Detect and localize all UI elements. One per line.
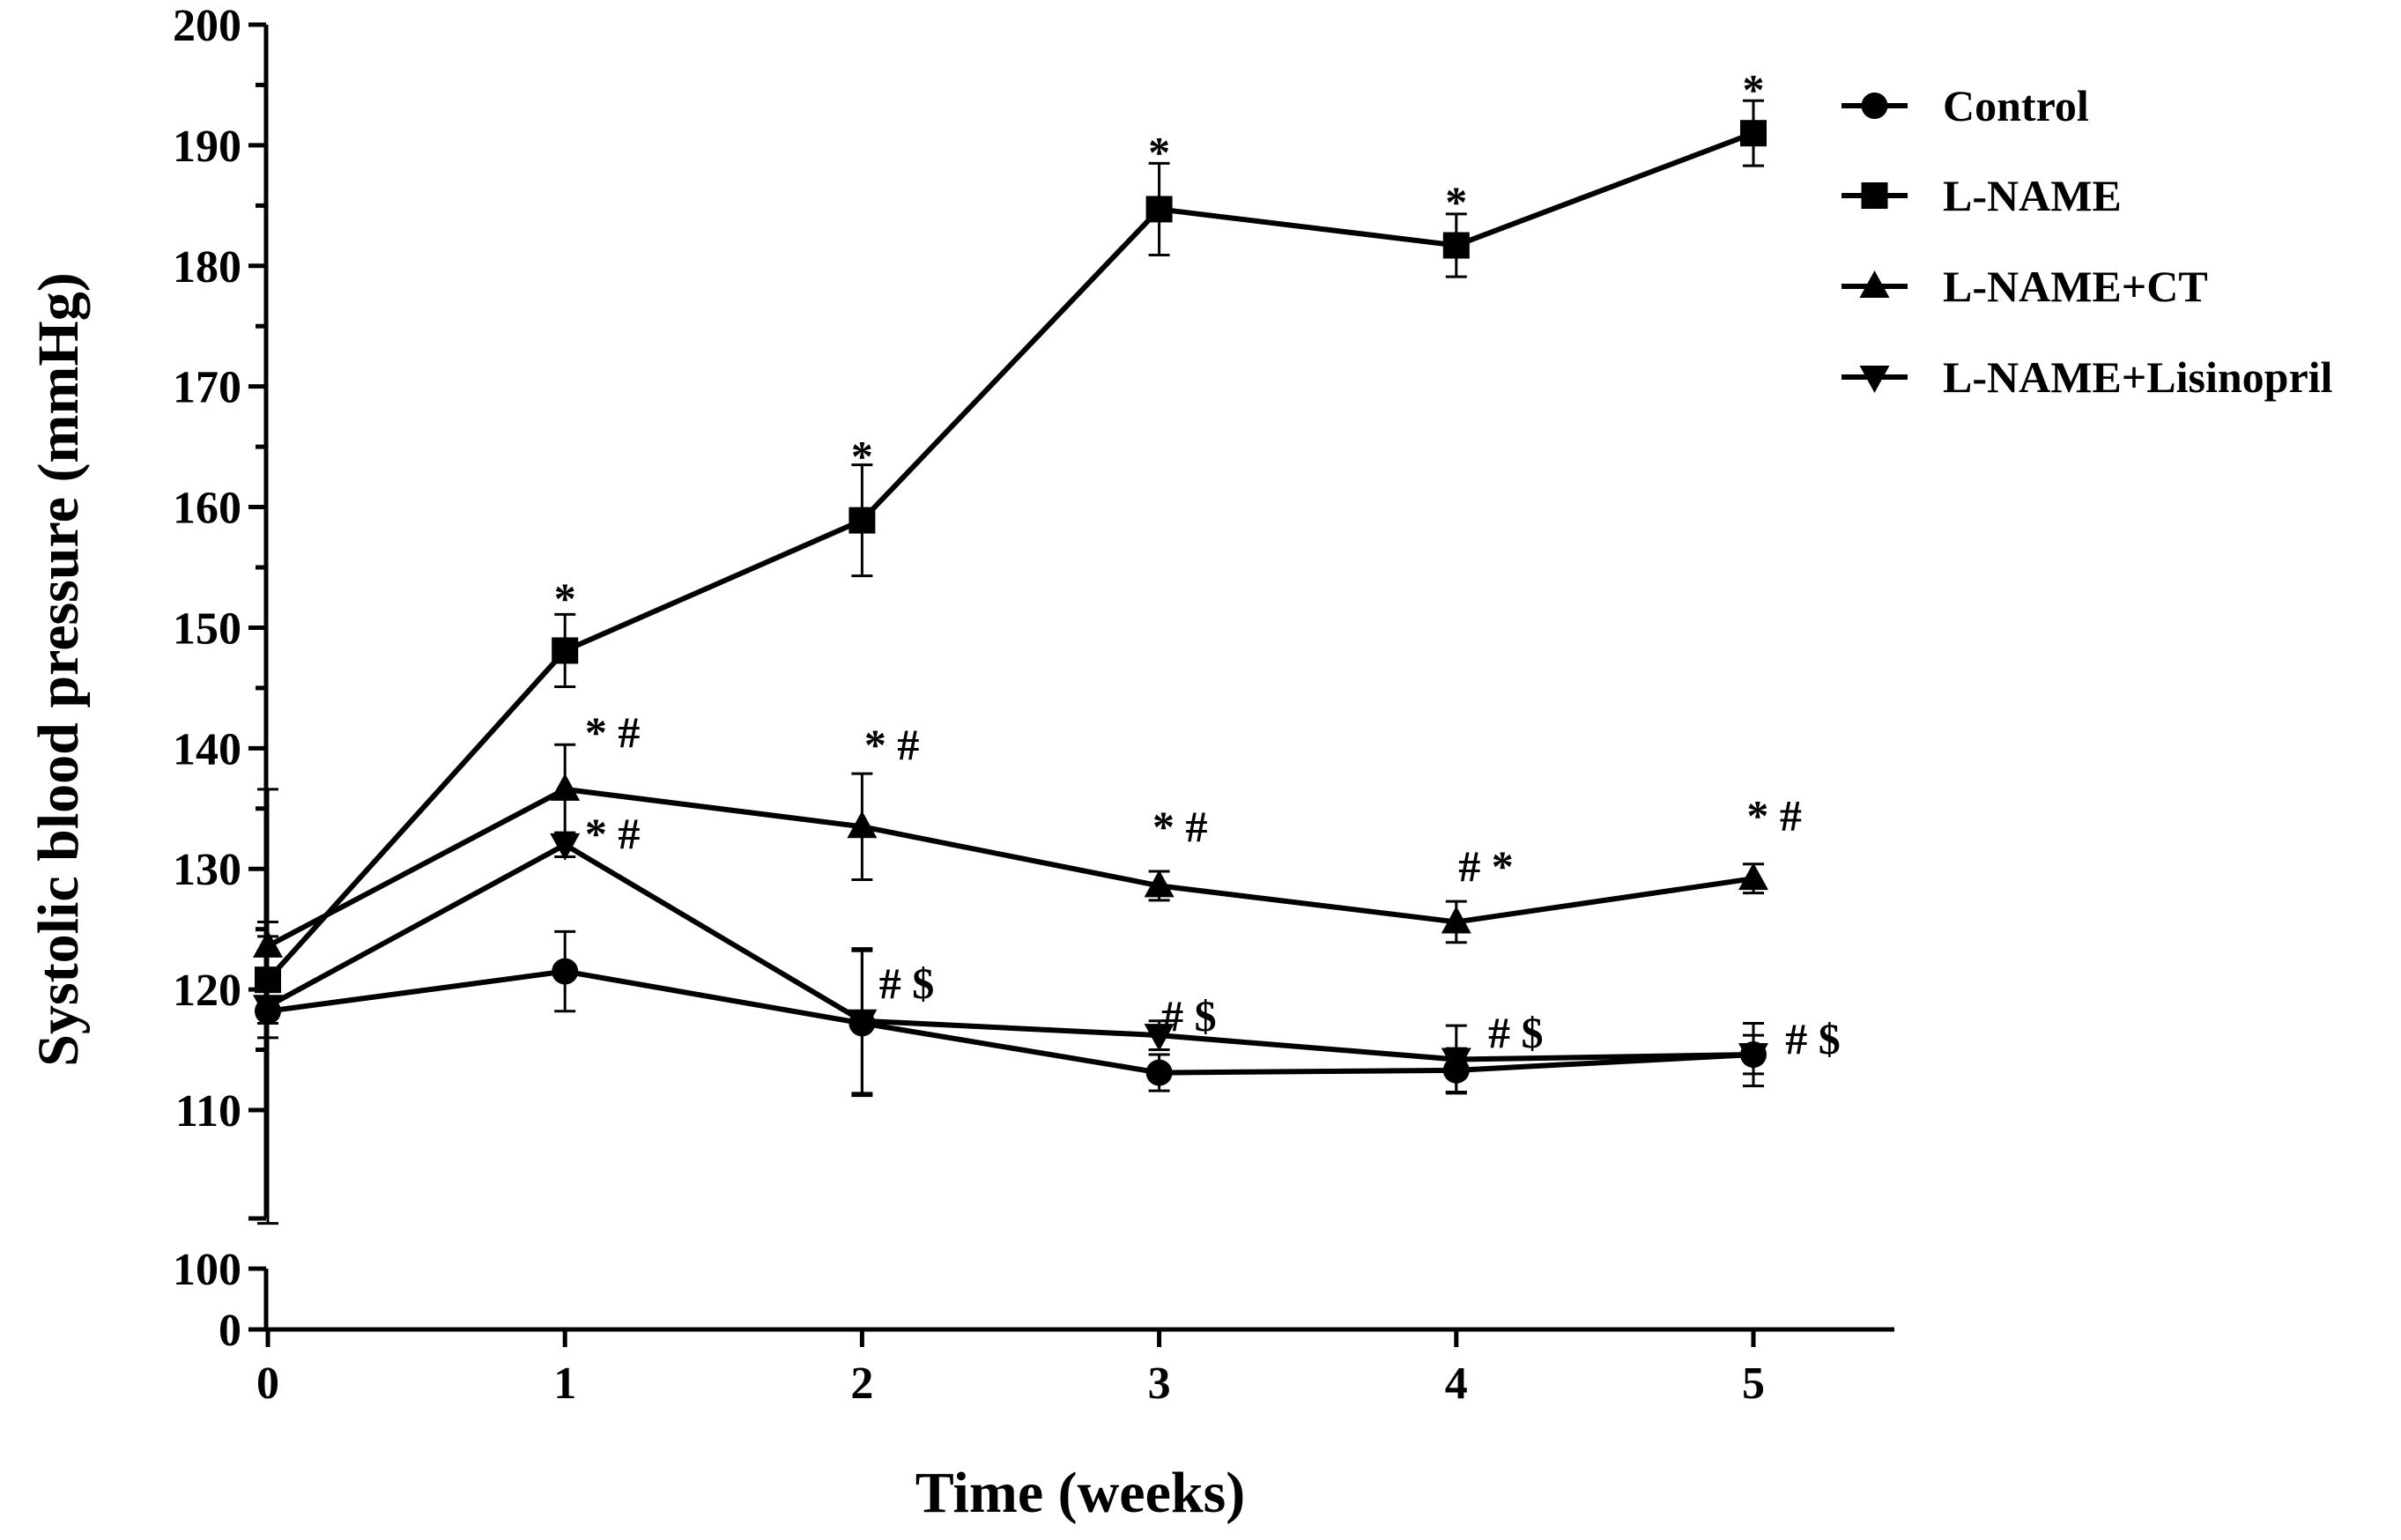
significance-label: * xyxy=(1445,177,1467,226)
y-tick-label: 110 xyxy=(175,1086,241,1136)
x-tick-label: 4 xyxy=(1445,1359,1468,1409)
x-tick-label: 3 xyxy=(1148,1359,1171,1409)
legend-item: Control xyxy=(1842,81,2089,130)
x-tick-label: 2 xyxy=(850,1359,873,1409)
axes: 110 120 130 140 150 160 170 180 190 200 0 100 0 1 2 3 4 5… xyxy=(26,1,1894,1525)
significance-label: * # xyxy=(585,809,641,858)
y-axis-title: Systolic blood pressure (mmHg) xyxy=(26,272,91,1066)
y-tick-label: 170 xyxy=(173,363,241,413)
series-line xyxy=(267,968,1754,1076)
y-tick-label: 100 xyxy=(173,1245,241,1295)
series-line xyxy=(266,841,1754,1062)
legend-marker xyxy=(1859,270,1890,298)
significance-label: # $ xyxy=(1488,1008,1544,1057)
legend-label: L-NAME+Lisinopril xyxy=(1943,352,2333,402)
legend-label: L-NAME xyxy=(1943,171,2122,220)
significance-label: * xyxy=(851,432,873,481)
legend-marker xyxy=(1861,182,1888,209)
x-axis-title: Time (weeks) xyxy=(915,1461,1246,1525)
legend-item: L-NAME+Lisinopril xyxy=(1842,352,2333,402)
data-point xyxy=(1144,1024,1175,1052)
significance-label: # * xyxy=(1458,841,1514,891)
legend: Control L-NAME L-NAME+CT L-NAME+Lisinopril xyxy=(1842,81,2333,402)
data-point xyxy=(1441,906,1471,934)
significance-label: * # xyxy=(864,720,920,769)
significance-label: * # xyxy=(1152,802,1208,851)
legend-item: L-NAME+CT xyxy=(1842,262,2208,311)
legend-label: L-NAME+CT xyxy=(1943,262,2208,311)
data-point xyxy=(849,507,876,534)
y-tick-label: 140 xyxy=(173,724,241,774)
series-line xyxy=(265,130,1755,982)
data-point xyxy=(1442,232,1470,259)
legend-item: L-NAME xyxy=(1842,171,2122,220)
data-point xyxy=(1441,1048,1471,1076)
significance-label: # $ xyxy=(1161,991,1217,1040)
significance-label: * xyxy=(1148,128,1170,177)
series-l-name-ct xyxy=(253,743,1768,972)
significance-label: * # xyxy=(1746,791,1802,840)
y-tick-label: 130 xyxy=(173,845,241,895)
data-point xyxy=(1145,196,1173,223)
y-tick-label: 150 xyxy=(173,603,241,654)
annotations: * * * * * * # * # * # # * * # * # # $ # $ # $ # $ xyxy=(554,65,1841,1063)
significance-label: * xyxy=(1743,65,1765,115)
significance-label: * xyxy=(554,574,576,623)
data-point xyxy=(1740,120,1767,147)
data-point xyxy=(552,637,579,664)
series-l-name xyxy=(255,99,1767,1025)
legend-label: Control xyxy=(1943,81,2089,130)
data-point xyxy=(552,958,579,985)
series-line xyxy=(266,786,1754,949)
series-l-name-lisinopril xyxy=(253,788,1768,1225)
y-tick-label: 0 xyxy=(219,1306,241,1356)
x-tick-label: 5 xyxy=(1742,1359,1765,1409)
y-tick-label: 160 xyxy=(173,484,241,534)
y-tick-label: 190 xyxy=(173,122,241,172)
data-point xyxy=(253,995,283,1023)
data-point xyxy=(847,811,878,839)
legend-marker xyxy=(1861,93,1888,119)
data-point xyxy=(550,833,581,861)
data-point xyxy=(550,773,581,801)
y-tick-label: 200 xyxy=(173,1,241,51)
significance-label: # $ xyxy=(879,959,935,1008)
significance-label: * # xyxy=(585,707,641,757)
y-tick-label: 180 xyxy=(173,242,241,292)
y-tick-label: 120 xyxy=(173,966,241,1016)
data-point xyxy=(1738,863,1768,891)
significance-label: # $ xyxy=(1785,1014,1841,1063)
data-point xyxy=(1144,870,1175,898)
x-tick-label: 0 xyxy=(256,1359,279,1409)
data-point xyxy=(1145,1059,1173,1086)
x-tick-label: 1 xyxy=(553,1359,576,1409)
data-point xyxy=(1738,1043,1768,1071)
legend-marker xyxy=(1859,366,1890,393)
data-point xyxy=(847,1009,878,1037)
